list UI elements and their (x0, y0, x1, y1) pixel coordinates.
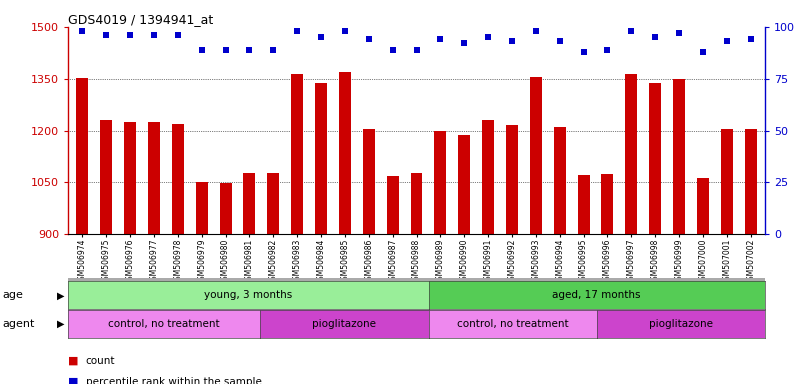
Bar (363, 129, 375, 234)
Text: pioglitazone: pioglitazone (649, 319, 713, 329)
Bar (411, 173, 422, 234)
Bar (697, 178, 709, 234)
Bar (553, 127, 566, 234)
Bar (673, 79, 685, 234)
Bar (315, 83, 327, 234)
Text: pioglitazone: pioglitazone (312, 319, 376, 329)
Text: control, no treatment: control, no treatment (457, 319, 569, 329)
Bar (244, 173, 256, 234)
Text: control, no treatment: control, no treatment (108, 319, 220, 329)
Bar (100, 119, 112, 234)
Bar (626, 74, 638, 234)
Bar (721, 129, 733, 234)
Text: aged, 17 months: aged, 17 months (553, 290, 641, 300)
Bar (649, 83, 661, 234)
Bar (148, 122, 160, 234)
Text: count: count (86, 356, 115, 366)
Text: agent: agent (2, 319, 34, 329)
Bar (195, 182, 207, 234)
Text: age: age (2, 290, 23, 300)
Bar (506, 125, 518, 234)
Bar (172, 124, 184, 234)
Text: GDS4019 / 1394941_at: GDS4019 / 1394941_at (68, 13, 213, 26)
Bar (530, 77, 541, 234)
Bar (434, 131, 446, 234)
Bar (124, 122, 136, 234)
Bar (458, 135, 470, 234)
Text: ■: ■ (68, 377, 78, 384)
Bar (76, 78, 88, 234)
Text: ■: ■ (68, 356, 78, 366)
Bar (602, 174, 614, 234)
Bar (578, 175, 590, 234)
Text: ▶: ▶ (57, 319, 64, 329)
Bar (268, 174, 280, 234)
Bar (745, 129, 757, 234)
Text: young, 3 months: young, 3 months (204, 290, 292, 300)
Text: percentile rank within the sample: percentile rank within the sample (86, 377, 262, 384)
Bar (482, 119, 494, 234)
Bar (292, 74, 303, 234)
Text: ▶: ▶ (57, 290, 64, 300)
Bar (339, 72, 351, 234)
Bar (387, 176, 399, 234)
Bar (219, 184, 231, 234)
